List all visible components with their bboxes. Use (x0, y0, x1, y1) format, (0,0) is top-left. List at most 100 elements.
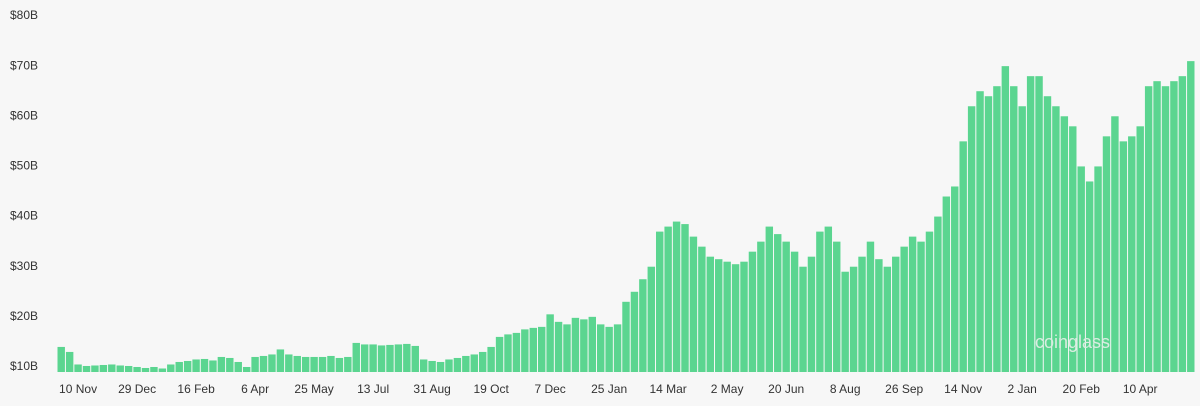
bar (1085, 181, 1094, 372)
bar (630, 291, 639, 372)
bar (1043, 96, 1052, 373)
bar (251, 356, 259, 372)
bar (807, 256, 816, 372)
bar (445, 359, 453, 372)
bar (150, 366, 158, 372)
bars (57, 61, 1195, 373)
x-tick-label: 8 Aug (830, 382, 861, 396)
bar (656, 231, 664, 372)
bar (141, 367, 150, 372)
bar (554, 321, 563, 372)
bar (790, 251, 799, 372)
y-tick-label: $50B (10, 159, 38, 173)
bar (344, 356, 352, 372)
bar (993, 86, 1001, 373)
bar (765, 226, 774, 372)
x-tick-label: 13 Jul (357, 382, 389, 396)
bar (369, 344, 377, 372)
bar (1136, 126, 1144, 372)
bar (377, 345, 386, 372)
bar (917, 241, 925, 372)
y-tick-label: $40B (10, 209, 38, 223)
y-tick-label: $20B (10, 309, 38, 323)
x-tick-label: 20 Jun (768, 382, 804, 396)
y-tick-label: $10B (10, 359, 38, 373)
bar (268, 354, 276, 372)
bar (512, 332, 521, 372)
bar (580, 319, 588, 372)
bar (647, 266, 656, 372)
bar (521, 329, 529, 372)
bar (403, 343, 411, 372)
bar (276, 349, 285, 372)
bar (613, 324, 622, 372)
bar (1001, 66, 1010, 373)
bar (715, 259, 723, 372)
bar (1026, 76, 1035, 373)
bar (681, 224, 689, 372)
bar (908, 236, 917, 372)
bar (1094, 166, 1102, 372)
bar (436, 361, 445, 372)
bar (740, 261, 748, 372)
bar (757, 241, 765, 372)
bar (959, 141, 967, 372)
bar (571, 317, 580, 372)
x-tick-label: 16 Feb (177, 382, 215, 396)
bar (133, 366, 141, 372)
x-tick-label: 14 Mar (649, 382, 686, 396)
bar (799, 266, 807, 372)
bar (158, 368, 167, 372)
bar (57, 346, 65, 372)
y-tick-label: $30B (10, 259, 38, 273)
bar (285, 354, 293, 372)
bar (1161, 86, 1170, 373)
bar (731, 264, 740, 372)
x-tick-label: 20 Feb (1063, 382, 1101, 396)
bar (183, 360, 192, 372)
bar (242, 366, 251, 372)
bar (478, 351, 487, 372)
bar (116, 365, 124, 372)
bar (875, 259, 883, 372)
x-tick-label: 25 Jan (591, 382, 627, 396)
x-tick-label: 6 Apr (241, 382, 269, 396)
bar (200, 358, 209, 372)
bar (217, 356, 226, 372)
bar (175, 361, 183, 372)
bar (335, 357, 344, 372)
x-tick-label: 31 Aug (413, 382, 450, 396)
bar (1060, 116, 1069, 372)
bar (1077, 166, 1085, 372)
bar (1069, 126, 1077, 372)
x-tick-label: 26 Sep (885, 382, 923, 396)
bar (1170, 81, 1178, 372)
bar (563, 324, 571, 372)
bar (318, 356, 327, 372)
bar (934, 216, 942, 372)
bar (386, 344, 394, 372)
bar (951, 186, 959, 372)
bar (1128, 136, 1136, 372)
x-tick-label: 19 Oct (473, 382, 509, 396)
bar (310, 356, 318, 372)
bar (892, 256, 900, 372)
bar (82, 365, 91, 372)
bar (596, 324, 605, 372)
x-tick-label: 2 Jan (1008, 382, 1037, 396)
bar (504, 334, 512, 372)
bar (622, 301, 630, 372)
bar (883, 266, 892, 372)
watermark: coinglass (1035, 332, 1110, 352)
bar (167, 364, 175, 372)
bar (537, 326, 546, 372)
x-tick-label: 29 Dec (118, 382, 156, 396)
bar (639, 279, 647, 372)
bar (774, 234, 782, 372)
bar (824, 226, 833, 372)
bar (1119, 141, 1128, 372)
bar (495, 336, 504, 372)
bar (226, 357, 234, 372)
y-tick-label: $80B (10, 8, 38, 22)
bar (672, 221, 681, 372)
